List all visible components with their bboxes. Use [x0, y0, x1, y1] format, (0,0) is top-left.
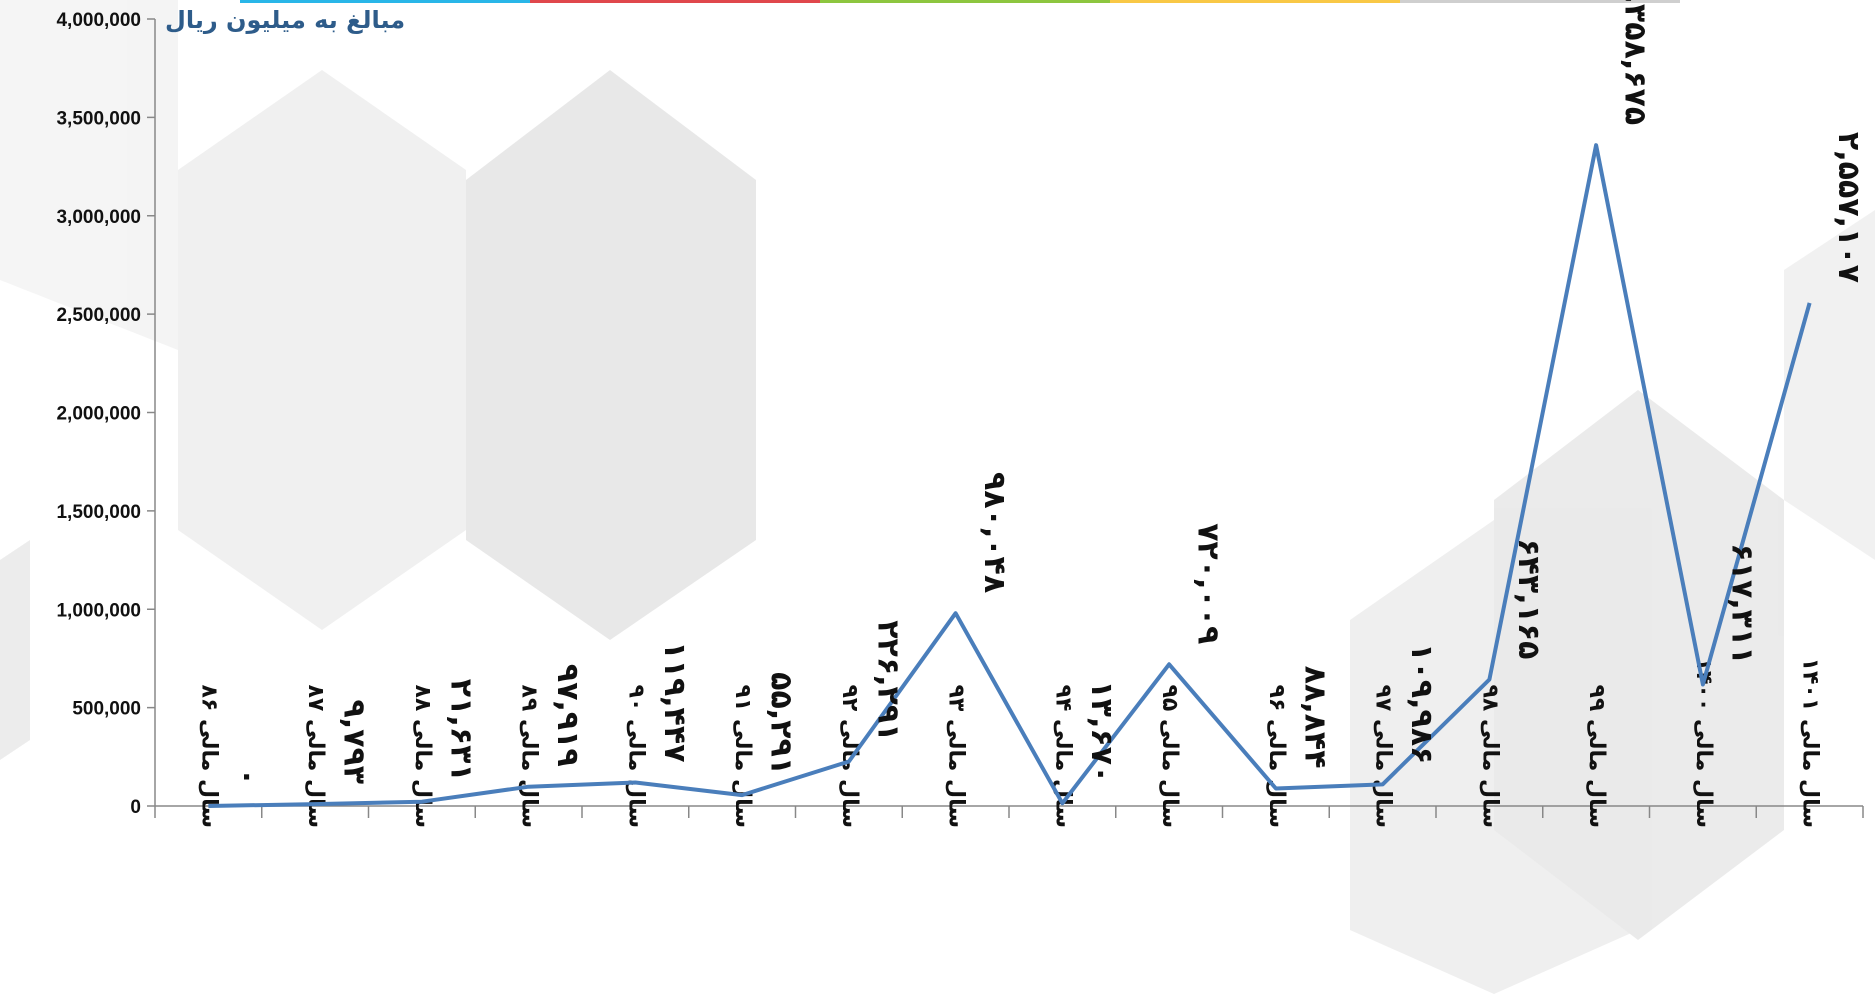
data-label: ۶۱۷,۳۱۱: [1724, 543, 1759, 664]
x-tick-label: سال مالی ۹۳: [944, 684, 969, 828]
y-tick-label: 1,000,000: [56, 600, 141, 621]
top-strip: [240, 0, 1680, 3]
data-label: ۱۱۹,۴۴۷: [657, 641, 692, 762]
y-tick-label: 1,500,000: [56, 502, 141, 523]
x-tick-label: سال مالی ۹۷: [1371, 684, 1396, 828]
data-label: ۲۲۶,۲۹۱: [870, 620, 905, 741]
data-label: ۷۲۰,۰۰۹: [1191, 523, 1226, 644]
data-label: ۱۳,۶۷۰: [1084, 680, 1119, 783]
y-tick-label: 500,000: [72, 699, 141, 720]
data-label: ۱۰۹,۹۸۶: [1404, 643, 1439, 764]
x-tick-label: سال مالی ۸۹: [517, 684, 542, 828]
y-axis-title: مبالغ به میلیون ریال: [165, 6, 405, 34]
x-tick-label: سال مالی ۹۰: [623, 684, 648, 828]
data-label: ۹۷,۹۱۹: [550, 664, 585, 767]
line-series: [208, 143, 1812, 808]
x-tick-label: سال مالی ۹۶: [1264, 684, 1289, 828]
data-label: ۳,۳۵۸,۶۷۵: [1618, 0, 1653, 125]
data-label: ۰: [230, 768, 265, 786]
x-tick-label: سال مالی ۸۷: [303, 684, 328, 828]
y-tick-label: 2,500,000: [56, 305, 141, 326]
x-tick-label: سال مالی ۸۸: [410, 684, 435, 828]
data-label: ۲۱,۶۳۱: [443, 679, 478, 782]
data-label: ۹۸۰,۰۴۸: [977, 472, 1012, 593]
data-label: ۶۴۳,۱۶۵: [1511, 538, 1546, 659]
y-tick-label: 2,000,000: [56, 404, 141, 425]
x-tick-label: سال مالی ۹۱: [730, 684, 755, 828]
data-label: ۹,۷۹۳: [337, 699, 372, 784]
x-tick-label: سال مالی ۱۴۰۱: [1798, 658, 1823, 828]
data-label: ۲,۵۵۷,۱۰۷: [1831, 132, 1866, 283]
data-label: ۸۸,۸۴۴: [1297, 666, 1332, 769]
x-tick-label: سال مالی ۹۵: [1157, 684, 1182, 828]
x-tick-label: سال مالی ۹۴: [1050, 684, 1075, 828]
x-tick-label: سال مالی ۹۸: [1477, 684, 1502, 828]
y-tick-label: 0: [130, 797, 141, 818]
data-label: ۵۵,۲۹۱: [764, 672, 799, 775]
y-tick-label: 3,500,000: [56, 108, 141, 129]
x-tick-label: سال مالی ۹۹: [1584, 684, 1609, 828]
y-tick-label: 4,000,000: [56, 10, 141, 31]
x-tick-label: سال مالی ۹۲: [837, 684, 862, 828]
y-tick-label: 3,000,000: [56, 207, 141, 228]
